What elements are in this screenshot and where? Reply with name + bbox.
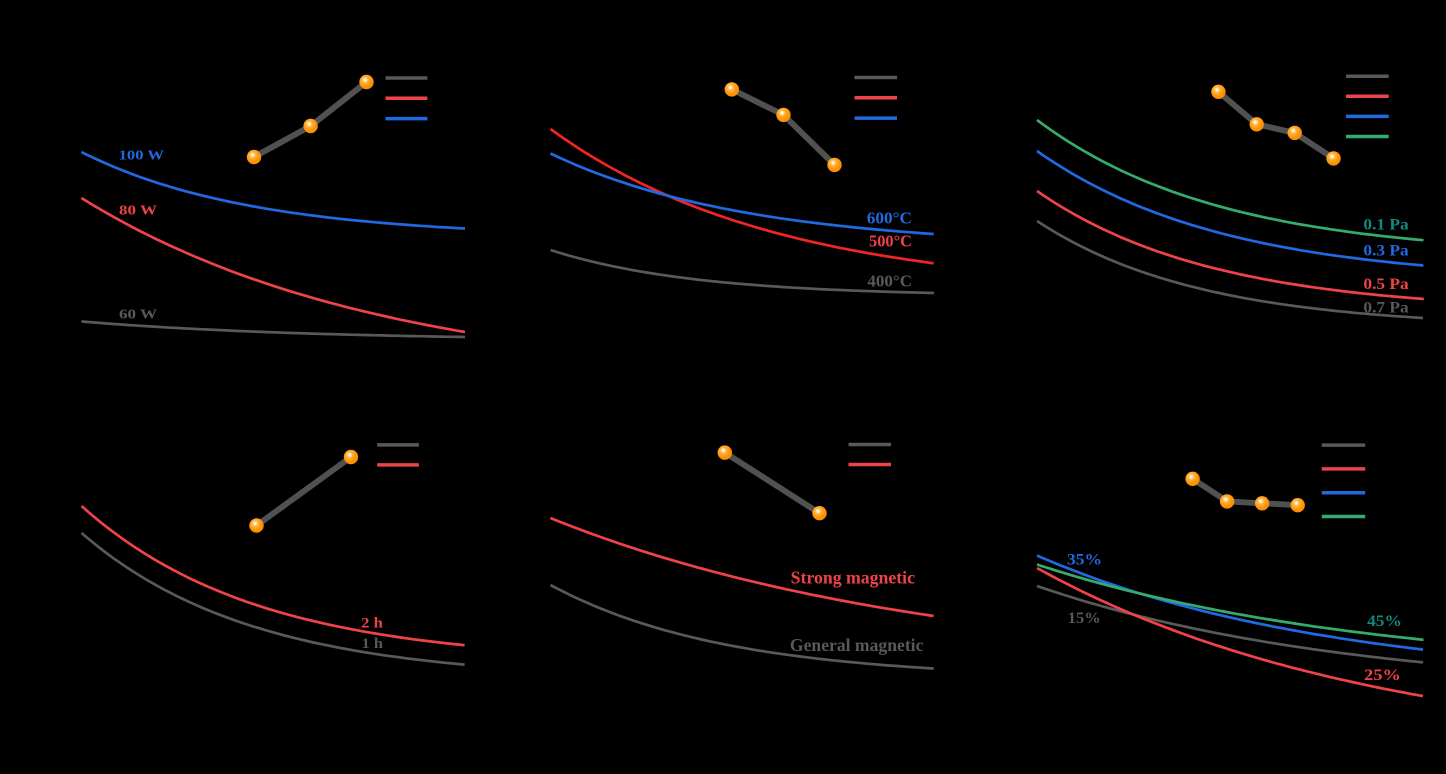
svg-text:100 W: 100 W [119, 148, 164, 163]
svg-text:2 h: 2 h [361, 615, 383, 631]
svg-text:0.1 Pa: 0.1 Pa [1363, 217, 1409, 234]
svg-text:Strong magnetic: Strong magnetic [791, 567, 916, 587]
svg-text:0.3 Pa: 0.3 Pa [1363, 243, 1409, 260]
svg-text:400°C: 400°C [867, 272, 912, 291]
svg-text:15%: 15% [1068, 610, 1101, 627]
svg-text:0.7 Pa: 0.7 Pa [1363, 299, 1409, 316]
svg-text:80 W: 80 W [119, 204, 157, 219]
svg-text:25%: 25% [1364, 667, 1401, 684]
svg-text:1 h: 1 h [362, 636, 384, 652]
svg-text:500°C: 500°C [869, 232, 912, 251]
svg-text:60 W: 60 W [119, 308, 157, 323]
svg-text:45%: 45% [1367, 613, 1402, 630]
svg-text:35%: 35% [1067, 551, 1102, 568]
svg-text:600°C: 600°C [867, 208, 912, 227]
svg-text:General magnetic: General magnetic [790, 635, 924, 655]
svg-text:0.5 Pa: 0.5 Pa [1363, 276, 1409, 293]
